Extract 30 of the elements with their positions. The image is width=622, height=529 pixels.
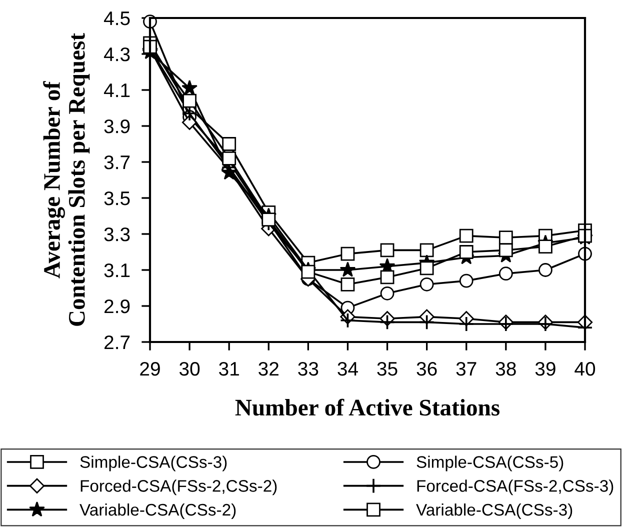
y-axis-title: Average Number of Contention Slots per Request [43,33,90,326]
legend-label: Simple-CSA(CSs-3) [80,456,227,472]
x-tick-label: 29 [140,362,160,376]
x-tick-label: 40 [574,362,596,376]
x-tick-label: 39 [535,362,556,376]
legend-label: Variable-CSA(CSs-3) [416,503,572,519]
y-tick-label: 2.9 [104,299,130,314]
legend-label: Forced-CSA(FSs-2,CSs-2) [80,480,277,496]
x-tick-label: 35 [377,362,398,376]
y-tick-label: 3.7 [104,155,130,170]
y-tick-label: 4.1 [104,84,130,98]
y-tick-label: 3.1 [104,263,130,278]
y-tick-label: 3.9 [104,119,130,134]
y-tick-label: 2.7 [104,335,130,350]
y-tick-label: 3.3 [104,227,130,242]
legend-label: Simple-CSA(CSs-5) [416,456,564,472]
x-tick-label: 31 [219,362,239,376]
x-tick-label: 37 [456,362,476,376]
x-tick-label: 30 [179,362,200,376]
legend-label: Variable-CSA(CSs-2) [80,503,236,519]
y-tick-label: 4.3 [104,47,130,62]
x-axis-title: Number of Active Stations [235,398,500,416]
x-tick-label: 36 [416,362,437,376]
x-tick-label: 33 [298,362,318,376]
y-tick-label: 3.5 [104,191,130,206]
x-tick-label: 38 [496,362,516,376]
x-tick-label: 34 [338,362,358,376]
legend-label: Forced-CSA(FSs-2,CSs-3) [417,480,614,496]
y-tick-label: 4.5 [104,12,130,26]
x-tick-label: 32 [258,362,278,376]
